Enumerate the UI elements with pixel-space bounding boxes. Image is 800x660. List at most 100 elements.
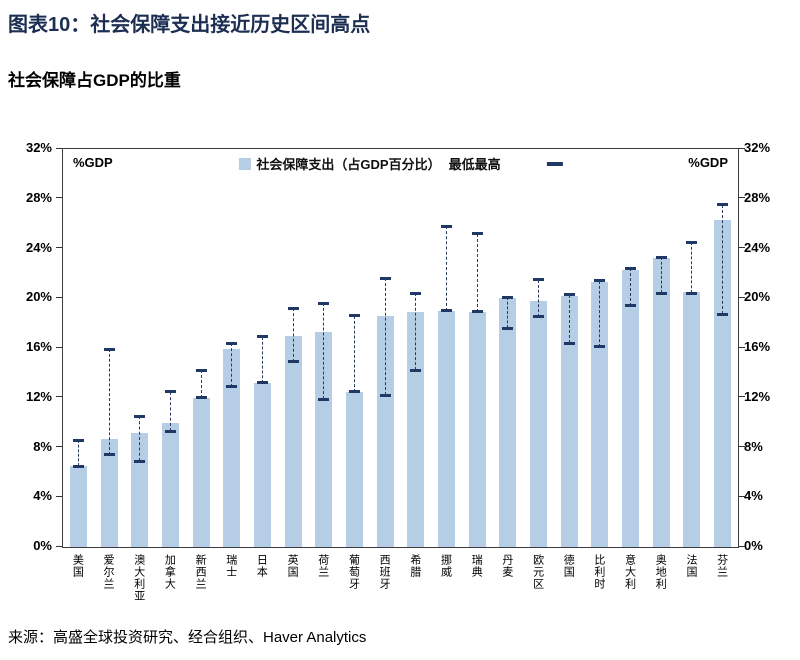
range-whisker	[691, 242, 693, 294]
range-cap-min	[379, 393, 391, 397]
figure-title: 图表10：社会保障支出接近历史区间高点	[8, 14, 371, 36]
range-cap-min	[410, 368, 422, 372]
range-cap-max	[717, 203, 729, 207]
y-axis-unit-right: %GDP	[688, 155, 728, 170]
bar	[652, 258, 670, 547]
legend: 社会保障支出（占GDP百分比） 最低最高	[238, 154, 563, 173]
y-tick-mark-left	[56, 346, 62, 348]
chart-area: %GDP %GDP 社会保障支出（占GDP百分比） 最低最高 0% 0% 4% 4% 8…	[0, 128, 800, 620]
x-category-label: 挪威	[439, 554, 452, 578]
bar	[683, 292, 701, 547]
range-whisker	[323, 303, 325, 399]
y-tick-mark-left	[56, 147, 62, 149]
range-whisker	[169, 391, 171, 432]
range-whisker	[599, 280, 601, 347]
range-cap-max	[441, 224, 453, 228]
y-tick-label-left: 28%	[25, 189, 52, 205]
range-whisker	[660, 257, 662, 294]
range-cap-min	[164, 429, 176, 433]
y-tick-label-right: 4%	[744, 488, 763, 504]
range-cap-max	[134, 414, 146, 418]
y-tick-mark-right	[739, 396, 745, 398]
range-cap-min	[72, 464, 84, 468]
figure-subtitle: 社会保障占GDP的比重	[8, 71, 181, 90]
y-tick-label-left: 20%	[25, 289, 52, 305]
range-cap-min	[348, 390, 360, 394]
range-cap-max	[625, 266, 637, 270]
range-cap-max	[164, 390, 176, 394]
y-tick-mark-right	[739, 296, 745, 298]
range-cap-max	[533, 278, 545, 282]
range-whisker	[108, 349, 110, 455]
bar	[376, 315, 394, 547]
range-whisker	[139, 416, 141, 462]
range-cap-min	[625, 304, 637, 308]
range-whisker	[507, 297, 509, 329]
y-tick-label-right: 32%	[744, 140, 771, 155]
y-tick-label-left: 0%	[33, 538, 52, 553]
x-category-label: 法国	[684, 554, 697, 578]
bar	[714, 219, 732, 547]
range-cap-min	[655, 291, 667, 295]
bar	[253, 382, 271, 547]
y-tick-mark-right	[739, 197, 745, 199]
range-cap-max	[256, 335, 268, 339]
range-cap-max	[195, 368, 207, 372]
plot-area: %GDP %GDP 社会保障支出（占GDP百分比） 最低最高	[62, 148, 739, 548]
y-axis-unit-left: %GDP	[73, 155, 113, 170]
y-tick-mark-right	[739, 346, 745, 348]
range-cap-max	[287, 306, 299, 310]
y-tick-mark-right	[739, 545, 745, 547]
range-whisker	[353, 315, 355, 392]
range-cap-max	[379, 276, 391, 280]
x-category-label: 加拿大	[163, 554, 176, 590]
bar	[560, 295, 578, 547]
y-tick-mark-right	[739, 147, 745, 149]
range-cap-max	[72, 438, 84, 442]
range-cap-max	[471, 232, 483, 236]
y-tick-mark-right	[739, 446, 745, 447]
range-cap-min	[563, 341, 575, 345]
range-cap-min	[441, 309, 453, 313]
range-cap-min	[594, 345, 606, 349]
x-category-label: 英国	[286, 554, 299, 578]
bar	[345, 391, 363, 547]
bar	[100, 438, 118, 547]
range-cap-min	[256, 381, 268, 385]
y-tick-mark-left	[56, 247, 62, 248]
range-cap-min	[471, 310, 483, 314]
range-cap-max	[655, 255, 667, 259]
x-category-label: 爱尔兰	[102, 554, 115, 590]
bar	[530, 300, 548, 547]
bar	[591, 282, 609, 547]
bar	[468, 311, 486, 547]
y-tick-mark-right	[739, 247, 745, 248]
bar	[284, 335, 302, 547]
range-whisker	[630, 268, 632, 306]
y-tick-label-right: 28%	[744, 189, 771, 205]
range-whisker	[538, 279, 540, 317]
range-cap-max	[686, 240, 698, 244]
y-tick-label-left: 4%	[33, 488, 52, 504]
y-tick-label-right: 24%	[744, 239, 771, 255]
bar	[622, 269, 640, 547]
x-category-label: 奥地利	[654, 554, 667, 590]
bar	[192, 397, 210, 547]
x-category-label: 意大利	[623, 554, 636, 590]
y-tick-label-right: 8%	[744, 438, 763, 454]
range-whisker	[722, 204, 724, 315]
range-cap-min	[103, 453, 115, 457]
range-cap-min	[318, 397, 330, 401]
range-cap-max	[226, 341, 238, 345]
bar	[499, 298, 517, 547]
y-tick-mark-left	[56, 197, 62, 199]
bar-series-label: 社会保障支出（占GDP百分比）	[256, 157, 441, 172]
range-cap-max	[318, 301, 330, 305]
x-category-label: 芬兰	[715, 554, 728, 578]
bar	[223, 349, 241, 547]
range-whisker	[568, 294, 570, 344]
y-tick-mark-left	[56, 446, 62, 447]
range-cap-min	[287, 360, 299, 364]
x-category-label: 葡萄牙	[347, 554, 360, 590]
